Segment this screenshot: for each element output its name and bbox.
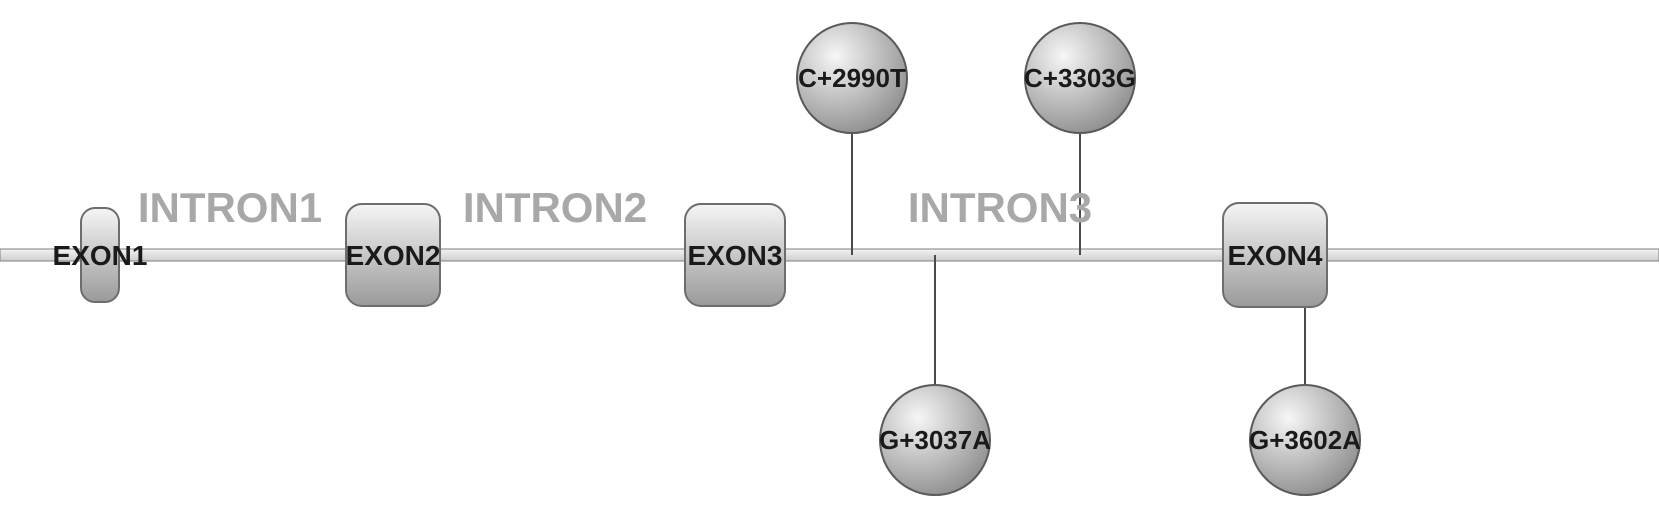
snp-label: C+3303G: [1024, 63, 1136, 93]
exon-label: EXON2: [346, 240, 441, 271]
snp-label: G+3037A: [879, 425, 991, 455]
intron-label: INTRON2: [463, 184, 647, 231]
exon-label: EXON1: [53, 240, 148, 271]
snp-label: G+3602A: [1249, 425, 1361, 455]
intron-labels: INTRON1 INTRON2 INTRON3: [138, 184, 1092, 231]
exon-label: EXON3: [688, 240, 783, 271]
gene-axis: [0, 249, 1659, 261]
snp-label: C+2990T: [798, 63, 906, 93]
intron-label: INTRON3: [908, 184, 1092, 231]
intron-label: INTRON1: [138, 184, 322, 231]
exon-label: EXON4: [1228, 240, 1323, 271]
